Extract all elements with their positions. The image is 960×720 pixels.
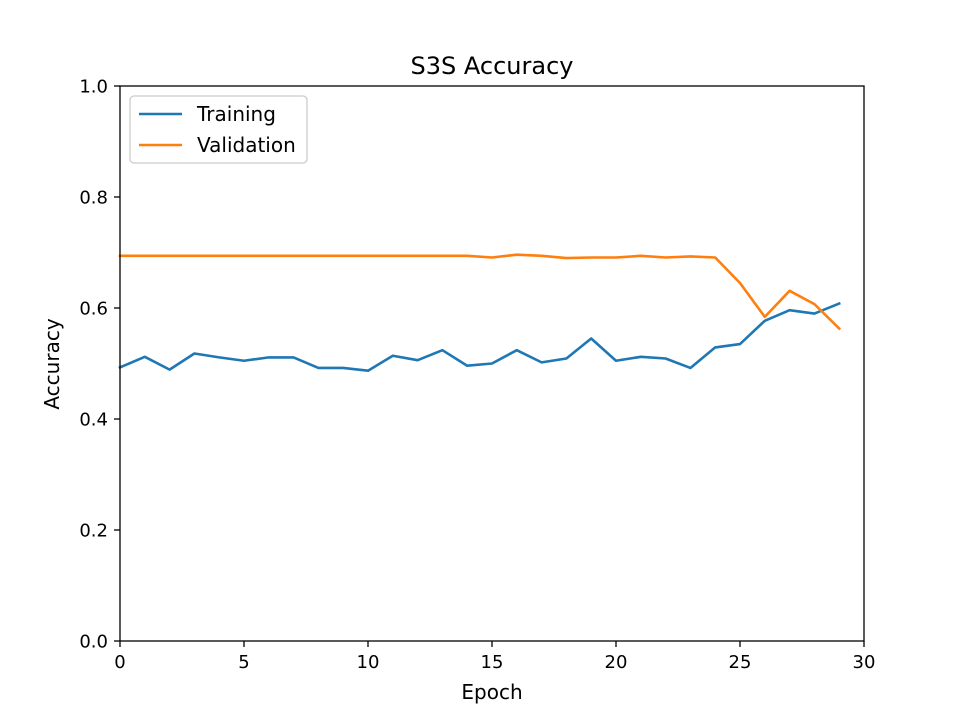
x-tick-label: 0 bbox=[114, 652, 125, 673]
y-tick-label: 0.6 bbox=[79, 299, 108, 320]
x-tick-label: 25 bbox=[729, 652, 752, 673]
axes: 0 5 10 15 20 25 30 0.0 0.2 0.4 0.6 0.8 1.0 bbox=[79, 77, 875, 674]
y-tick-label: 0.8 bbox=[79, 188, 108, 209]
y-tick-label: 1.0 bbox=[79, 77, 108, 98]
series-line-validation bbox=[118, 253, 842, 331]
plot-area bbox=[118, 253, 842, 373]
x-tick-label: 15 bbox=[481, 652, 504, 673]
y-axis-label: Accuracy bbox=[40, 318, 64, 409]
legend: Training Validation bbox=[129, 95, 308, 164]
x-tick-label: 20 bbox=[605, 652, 628, 673]
x-tick-label: 10 bbox=[357, 652, 380, 673]
legend-label-validation: Validation bbox=[197, 133, 296, 157]
x-tick-label: 30 bbox=[853, 652, 876, 673]
x-tick-label: 5 bbox=[238, 652, 249, 673]
legend-label-training: Training bbox=[196, 102, 276, 126]
chart-title: S3S Accuracy bbox=[411, 52, 574, 80]
y-tick-label: 0.2 bbox=[79, 521, 108, 542]
y-tick-label: 0.0 bbox=[79, 632, 108, 653]
y-tick-label: 0.4 bbox=[79, 410, 108, 431]
series-line-training bbox=[118, 301, 841, 373]
x-axis-label: Epoch bbox=[461, 680, 522, 704]
